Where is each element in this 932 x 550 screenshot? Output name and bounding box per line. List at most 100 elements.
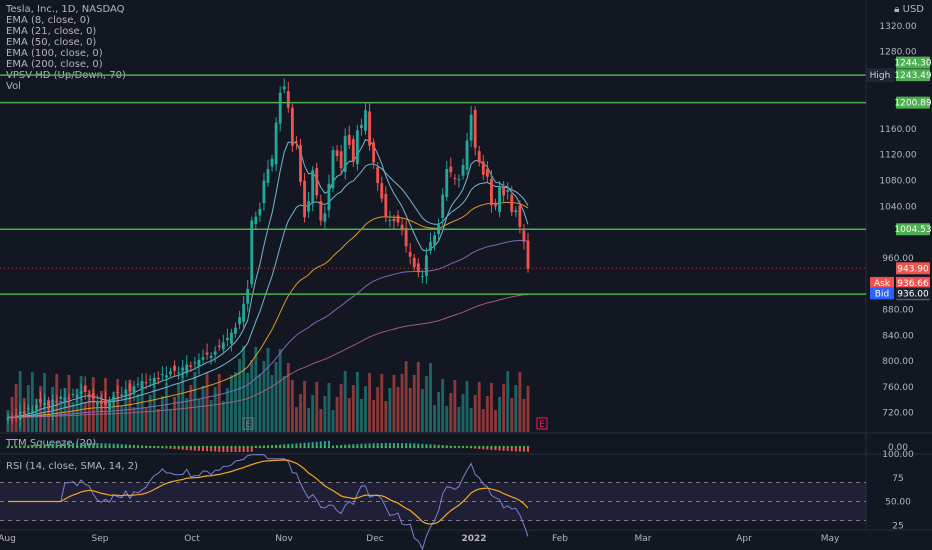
candle-body <box>169 371 172 375</box>
squeeze-dot <box>270 445 274 449</box>
price-label-text: 936.66 <box>897 279 929 289</box>
squeeze-bar <box>185 447 188 451</box>
squeeze-dot <box>445 445 448 449</box>
volume-bar <box>112 392 116 432</box>
squeeze-dot <box>360 445 363 449</box>
candle-body <box>116 391 120 393</box>
candle-body <box>104 400 107 405</box>
candle-body <box>185 364 189 374</box>
squeeze-bar <box>210 447 213 452</box>
volume-bar <box>514 385 518 432</box>
squeeze-bar <box>189 447 192 451</box>
rsi-axis-tick: 75 <box>892 474 903 484</box>
currency-label[interactable]: 🔒︎ USD <box>894 4 924 15</box>
squeeze-dot <box>327 445 331 449</box>
volume-bar <box>343 371 347 432</box>
squeeze-dot <box>335 445 339 449</box>
volume-bar <box>307 408 311 432</box>
candle-body <box>201 357 205 360</box>
squeeze-dot <box>67 445 71 449</box>
squeeze-dot <box>39 445 42 449</box>
candle-body <box>189 365 193 367</box>
volume-bar <box>173 397 176 432</box>
candle-body <box>404 227 408 247</box>
candle-body <box>209 355 213 359</box>
legend-title: Tesla, Inc., 1D, NASDAQ <box>6 4 125 15</box>
volume-bar <box>311 395 315 432</box>
legend-volume: Vol <box>6 81 21 92</box>
squeeze-bar <box>238 447 241 452</box>
volume-bar <box>270 375 274 432</box>
squeeze-bar <box>222 447 225 452</box>
price-axis-tick: 800.00 <box>882 357 914 367</box>
squeeze-dot <box>262 445 266 449</box>
candle-body <box>514 210 518 213</box>
candle-body <box>152 377 156 384</box>
squeeze-dot <box>213 445 217 449</box>
candle-body <box>445 168 449 198</box>
volume-bar <box>433 405 436 432</box>
volume-bar <box>408 388 412 432</box>
rsi-ma-line <box>8 459 529 525</box>
candle-body <box>343 136 347 172</box>
volume-bar <box>132 407 136 432</box>
candle-body <box>95 401 99 405</box>
volume-bar <box>18 371 22 432</box>
squeeze-dot <box>413 445 416 449</box>
squeeze-dot <box>457 445 461 449</box>
squeeze-bar <box>397 443 399 448</box>
time-axis-label: Apr <box>736 534 752 544</box>
squeeze-dot <box>10 445 14 449</box>
squeeze-dot <box>392 445 396 449</box>
squeeze-dot <box>368 445 371 449</box>
time-axis-label: Sep <box>92 534 109 544</box>
volume-bar <box>230 375 233 432</box>
legend-ema-8: EMA (8, close, 0) <box>6 15 90 26</box>
candle-body <box>274 122 278 165</box>
squeeze-dot <box>27 445 30 449</box>
price-axis-tick: 880.00 <box>882 305 914 315</box>
squeeze-bar <box>384 443 387 448</box>
volume-bar <box>144 408 148 432</box>
squeeze-dot <box>246 445 249 449</box>
squeeze-bar <box>76 443 79 448</box>
candle-body <box>43 402 46 405</box>
squeeze-dot <box>108 445 111 449</box>
volume-bar <box>526 386 530 432</box>
candle-body <box>67 397 71 400</box>
squeeze-bar <box>59 443 62 448</box>
squeeze-dot <box>433 445 436 449</box>
squeeze-bar <box>295 443 298 448</box>
candle-body <box>307 201 311 212</box>
candle-body <box>234 327 237 334</box>
volume-bar <box>335 397 339 432</box>
volume-bar <box>522 399 526 432</box>
volume-bar <box>327 383 331 432</box>
squeeze-bar <box>197 447 200 451</box>
squeeze-bar <box>96 443 99 448</box>
squeeze-dot <box>63 445 67 449</box>
squeeze-bar <box>527 447 529 452</box>
squeeze-dot <box>266 445 270 449</box>
price-label-text: 943.90 <box>897 264 929 274</box>
squeeze-bar <box>498 447 501 451</box>
squeeze-bar <box>368 443 371 448</box>
candle-body <box>420 275 424 277</box>
earnings-marker <box>242 417 254 430</box>
squeeze-bar <box>315 441 318 448</box>
candle-body <box>339 151 343 169</box>
squeeze-dot <box>218 445 221 449</box>
volume-bar <box>238 359 241 432</box>
candle-body <box>10 418 14 420</box>
volume-bar <box>323 396 327 432</box>
squeeze-dot <box>522 445 526 449</box>
squeeze-bar <box>307 442 310 448</box>
squeeze-dot <box>165 445 168 449</box>
squeeze-dot <box>299 445 302 449</box>
squeeze-dot <box>295 445 298 449</box>
squeeze-dot <box>425 445 428 449</box>
candle-body <box>473 110 477 148</box>
squeeze-bar <box>311 442 314 448</box>
candle-body <box>311 170 315 204</box>
